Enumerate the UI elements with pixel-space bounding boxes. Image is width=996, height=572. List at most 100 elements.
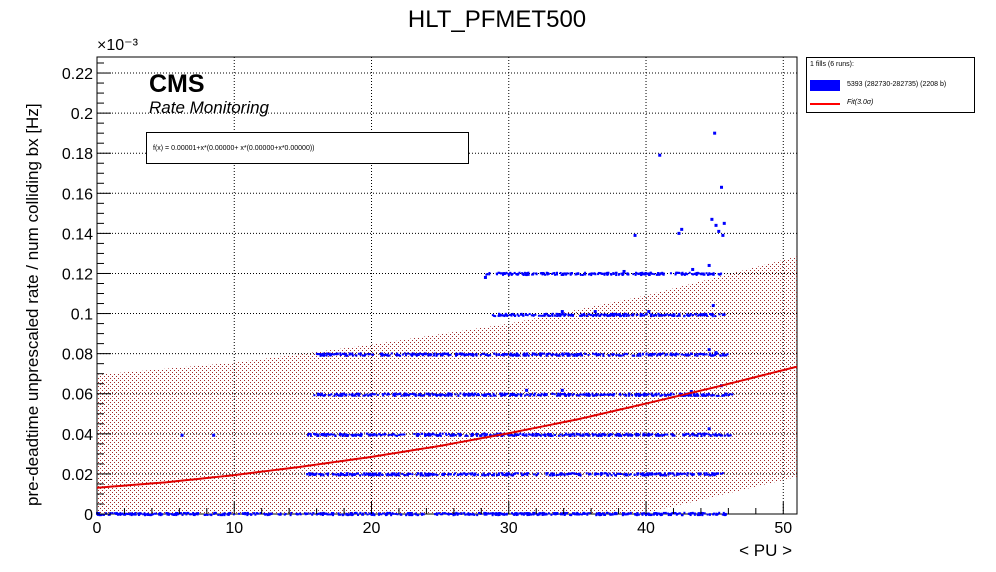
data-point: [441, 513, 444, 516]
data-point: [427, 354, 430, 357]
data-point: [532, 473, 535, 476]
data-point: [510, 393, 513, 396]
data-point: [521, 313, 524, 316]
data-point: [498, 312, 501, 315]
data-point: [332, 353, 335, 356]
data-point: [320, 513, 323, 516]
data-point: [556, 354, 559, 357]
data-point: [193, 513, 196, 516]
data-point: [662, 511, 665, 514]
data-point: [399, 392, 402, 395]
data-point: [660, 353, 663, 356]
data-point: [575, 354, 578, 357]
x-tick-label: 10: [225, 520, 243, 537]
data-point: [548, 512, 551, 515]
data-point: [516, 472, 519, 475]
data-point: [438, 434, 441, 437]
data-point: [372, 472, 375, 475]
data-point: [587, 313, 590, 316]
data-point: [403, 392, 406, 395]
data-point: [514, 394, 517, 397]
data-point: [420, 513, 423, 516]
data-point: [267, 513, 270, 516]
data-point: [325, 354, 328, 357]
data-point: [693, 272, 696, 275]
data-point: [549, 474, 552, 477]
data-point: [463, 511, 466, 514]
data-point: [314, 473, 317, 476]
legend-swatch-fit: [810, 103, 840, 105]
data-point: [422, 353, 425, 356]
data-point: [99, 514, 102, 517]
data-point: [390, 513, 393, 516]
data-point: [714, 433, 717, 436]
data-point: [653, 353, 656, 356]
data-point: [527, 271, 530, 274]
data-point: [469, 394, 472, 397]
data-point: [331, 353, 334, 356]
data-point: [615, 512, 618, 515]
data-point: [637, 434, 640, 437]
data-point: [492, 314, 495, 317]
data-point: [688, 354, 691, 357]
data-point: [541, 511, 544, 514]
data-point: [520, 393, 523, 396]
data-point: [653, 473, 656, 476]
data-point: [423, 394, 426, 397]
data-point: [516, 354, 519, 357]
data-point: [448, 393, 451, 396]
data-point: [501, 272, 504, 275]
data-point: [390, 514, 393, 517]
data-point: [669, 272, 672, 275]
data-point: [626, 313, 629, 316]
data-point: [524, 312, 527, 315]
data-point: [337, 474, 340, 477]
data-point: [499, 392, 502, 395]
data-point: [539, 394, 542, 397]
data-point: [528, 433, 531, 436]
data-point: [396, 513, 399, 516]
data-point: [536, 433, 539, 436]
data-point: [623, 434, 626, 437]
data-point: [537, 472, 540, 475]
y-tick-label: 0.2: [71, 106, 93, 123]
data-point: [425, 392, 428, 395]
data-point: [606, 474, 609, 477]
y-tick-label: 0.12: [62, 266, 93, 283]
data-point: [590, 274, 593, 277]
data-point: [519, 512, 522, 515]
data-point: [386, 353, 389, 356]
data-point: [388, 393, 391, 396]
data-point: [635, 393, 638, 396]
data-point: [680, 473, 683, 476]
data-point: [643, 392, 646, 395]
data-point: [317, 392, 320, 395]
data-point: [424, 433, 427, 436]
data-point: [621, 273, 624, 276]
data-point: [346, 513, 349, 516]
data-point: [722, 511, 725, 514]
data-point: [439, 353, 442, 356]
data-point: [680, 272, 683, 275]
data-point: [702, 313, 705, 316]
data-point: [306, 512, 309, 515]
data-point: [724, 392, 727, 395]
data-point: [708, 513, 711, 516]
data-point: [438, 512, 441, 515]
data-point: [641, 314, 644, 317]
data-point: [443, 512, 446, 515]
data-point: [675, 512, 678, 515]
data-point: [332, 512, 335, 515]
data-point: [686, 273, 689, 276]
data-point: [454, 434, 457, 437]
data-point: [636, 512, 639, 515]
data-point: [666, 353, 669, 356]
data-point: [407, 352, 410, 355]
data-point: [541, 513, 544, 516]
data-point: [469, 472, 472, 475]
data-point: [621, 512, 624, 515]
data-point: [345, 513, 348, 516]
data-point: [612, 472, 615, 475]
data-point: [319, 354, 322, 357]
data-point: [701, 394, 704, 397]
